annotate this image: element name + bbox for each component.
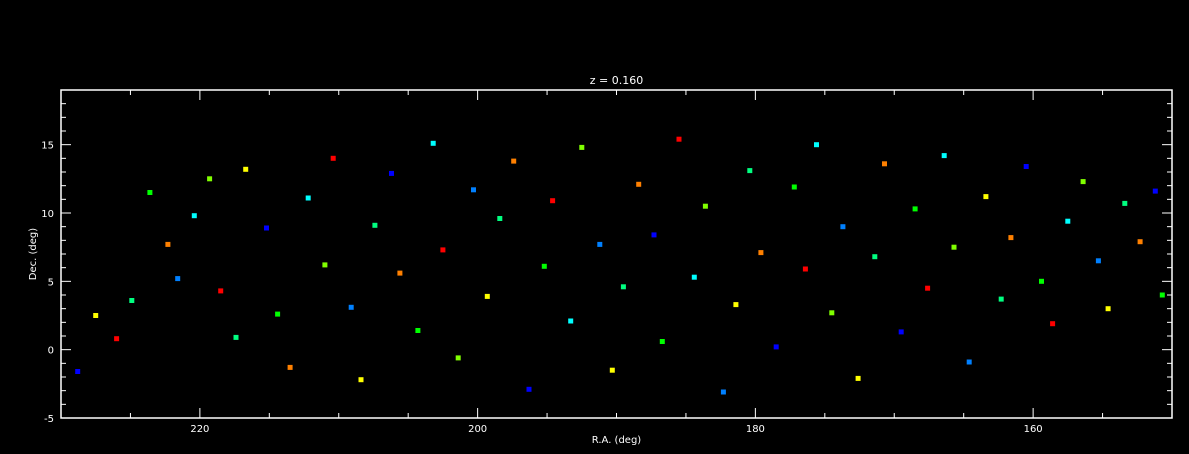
data-point xyxy=(720,389,726,395)
data-point xyxy=(651,232,657,238)
data-point xyxy=(840,224,846,230)
y-axis-label: Dec. (deg) xyxy=(28,228,39,280)
data-point xyxy=(541,263,547,269)
data-point xyxy=(925,285,931,291)
data-point xyxy=(358,377,364,383)
data-point xyxy=(802,266,808,272)
data-point xyxy=(389,170,394,176)
data-point xyxy=(702,203,708,209)
data-point xyxy=(471,187,476,193)
data-point xyxy=(147,190,153,195)
data-point xyxy=(998,296,1004,302)
data-point xyxy=(322,262,328,268)
data-point xyxy=(1050,321,1056,327)
data-point xyxy=(484,293,490,299)
chart-title: z = 0.160 xyxy=(590,74,643,87)
data-point xyxy=(218,288,224,294)
data-point xyxy=(882,161,887,167)
data-point xyxy=(455,355,461,361)
data-point xyxy=(233,334,239,340)
data-point xyxy=(912,206,918,212)
data-point xyxy=(175,276,181,282)
data-point xyxy=(568,318,574,324)
points-layer xyxy=(75,136,1165,395)
data-point xyxy=(165,241,171,247)
data-point xyxy=(597,241,603,247)
data-point xyxy=(114,336,120,342)
data-point xyxy=(348,304,354,310)
plot-frame xyxy=(60,89,1173,419)
data-point xyxy=(983,194,989,200)
data-point xyxy=(951,244,957,250)
data-point xyxy=(1023,164,1029,169)
data-point xyxy=(511,158,517,164)
x-tick-label: 180 xyxy=(746,424,765,435)
data-point xyxy=(93,313,99,318)
data-point xyxy=(207,176,213,182)
data-point xyxy=(966,359,972,365)
data-point xyxy=(1008,235,1014,241)
data-point xyxy=(1122,200,1128,206)
data-point xyxy=(579,144,585,150)
data-point xyxy=(1095,258,1101,264)
data-point xyxy=(440,247,446,253)
data-point xyxy=(1152,188,1158,194)
data-point xyxy=(526,386,532,392)
data-point xyxy=(676,136,682,142)
y-tick-label: 5 xyxy=(48,277,54,288)
data-point xyxy=(941,153,947,159)
data-point xyxy=(898,329,904,335)
data-point xyxy=(1039,278,1044,284)
x-tick-label: 160 xyxy=(1024,424,1043,435)
data-point xyxy=(872,254,878,260)
x-tick-label: 200 xyxy=(468,424,487,435)
y-tick-label: 10 xyxy=(41,209,54,220)
data-point xyxy=(191,213,197,219)
x-tick-label: 220 xyxy=(190,424,209,435)
y-tick-label: 0 xyxy=(48,346,54,357)
data-point xyxy=(773,344,779,350)
data-point xyxy=(659,339,665,344)
data-point xyxy=(75,369,81,374)
data-point xyxy=(620,284,626,290)
data-point xyxy=(814,142,819,148)
data-point xyxy=(430,140,436,146)
data-point xyxy=(415,328,421,333)
data-point xyxy=(855,375,861,381)
data-point xyxy=(609,367,615,373)
data-point xyxy=(1105,306,1111,312)
y-tick-label: -5 xyxy=(44,414,54,425)
y-tick-label: 15 xyxy=(41,141,54,152)
data-point xyxy=(636,181,642,187)
data-point xyxy=(287,364,293,370)
data-point xyxy=(1065,218,1071,224)
data-point xyxy=(330,155,336,161)
data-point xyxy=(243,166,249,172)
data-point xyxy=(305,195,311,201)
ticks-layer: 220 200 180 160 -5 0 5 10 15 xyxy=(41,89,1173,435)
x-axis-label: R.A. (deg) xyxy=(592,435,642,446)
data-point xyxy=(129,298,135,303)
data-point xyxy=(372,222,378,228)
data-point xyxy=(275,311,281,317)
data-point xyxy=(829,310,835,316)
data-point xyxy=(691,274,697,280)
data-point xyxy=(397,270,403,276)
data-point xyxy=(733,302,739,308)
data-point xyxy=(1137,239,1143,245)
data-point xyxy=(791,184,797,190)
data-point xyxy=(747,168,753,174)
data-point xyxy=(1080,179,1086,185)
data-point xyxy=(264,225,269,231)
data-point xyxy=(550,198,556,204)
data-point xyxy=(1159,292,1165,298)
data-point xyxy=(497,216,503,221)
data-point xyxy=(758,250,764,256)
